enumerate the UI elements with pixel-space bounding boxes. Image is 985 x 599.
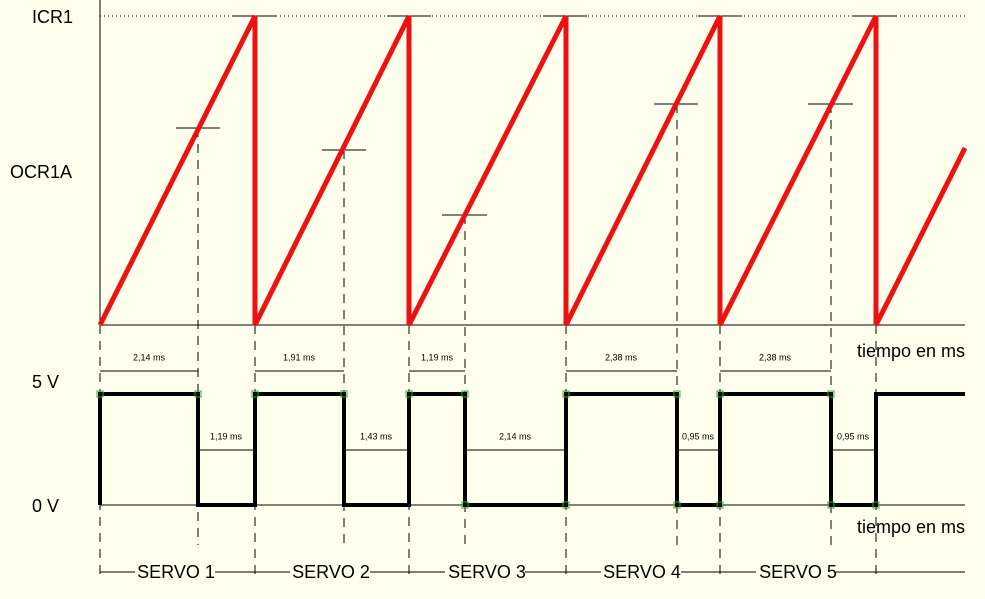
low-time: 1,43 ms: [360, 431, 393, 441]
high-label: 5 V: [32, 372, 59, 392]
servo-label: SERVO 4: [603, 562, 681, 582]
servo-labels: [135, 562, 836, 582]
low-time: 0,95 ms: [682, 431, 715, 441]
servo-label: SERVO 1: [137, 562, 215, 582]
corner-markers: [96, 390, 880, 509]
high-time: 2,38 ms: [759, 352, 792, 362]
icr-label: ICR1: [32, 7, 73, 27]
servo-label: SERVO 2: [292, 562, 370, 582]
low-time: 1,19 ms: [210, 431, 243, 441]
sawtooth: [97, 14, 968, 327]
time-label: tiempo en ms: [857, 341, 965, 361]
ocr-label: OCR1A: [10, 162, 72, 182]
high-time: 1,91 ms: [283, 352, 316, 362]
low-label: 0 V: [32, 496, 59, 516]
servo-label: SERVO 5: [759, 562, 837, 582]
high-time: 2,14 ms: [133, 352, 166, 362]
servo-label: SERVO 3: [448, 562, 526, 582]
dashed-guides: [99, 104, 877, 580]
pwm-signal: [98, 392, 965, 507]
time-label: tiempo en ms: [857, 517, 965, 537]
high-time: 1,19 ms: [421, 352, 454, 362]
low-time: 0,95 ms: [837, 431, 870, 441]
low-time: 2,14 ms: [499, 431, 532, 441]
high-time: 2,38 ms: [605, 352, 638, 362]
